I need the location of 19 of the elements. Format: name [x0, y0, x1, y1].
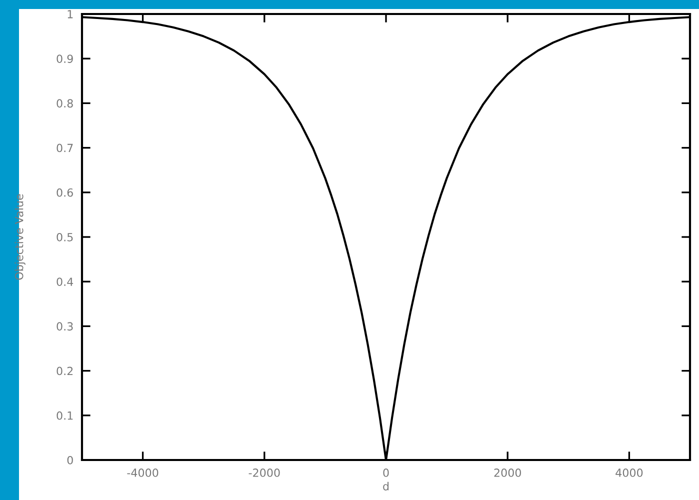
y-tick-label: 0.9 [56, 54, 73, 63]
y-tick-label: 0.5 [56, 232, 73, 242]
x-tick-label: 4000 [616, 468, 643, 477]
y-tick-label: 0.8 [56, 99, 73, 108]
y-tick-label: 0.1 [56, 411, 73, 420]
x-axis-title: d [383, 482, 389, 490]
y-tick-label: 0.6 [56, 188, 73, 197]
x-tick-label: -4000 [127, 468, 158, 477]
x-tick-label: -2000 [248, 468, 280, 477]
line-series [82, 16, 690, 460]
y-tick-label: 1 [68, 10, 73, 18]
y-tick-label: 0.3 [56, 322, 73, 331]
y-axis-title: Objective Value [14, 194, 26, 280]
x-tick-label: 0 [383, 468, 389, 477]
x-tick-label: 2000 [494, 468, 521, 477]
y-tick-label: 0.4 [56, 278, 74, 286]
y-tick-label: 0 [67, 456, 73, 464]
y-tick-label: 0.2 [56, 366, 73, 376]
y-tick-label: 0.7 [56, 144, 73, 152]
